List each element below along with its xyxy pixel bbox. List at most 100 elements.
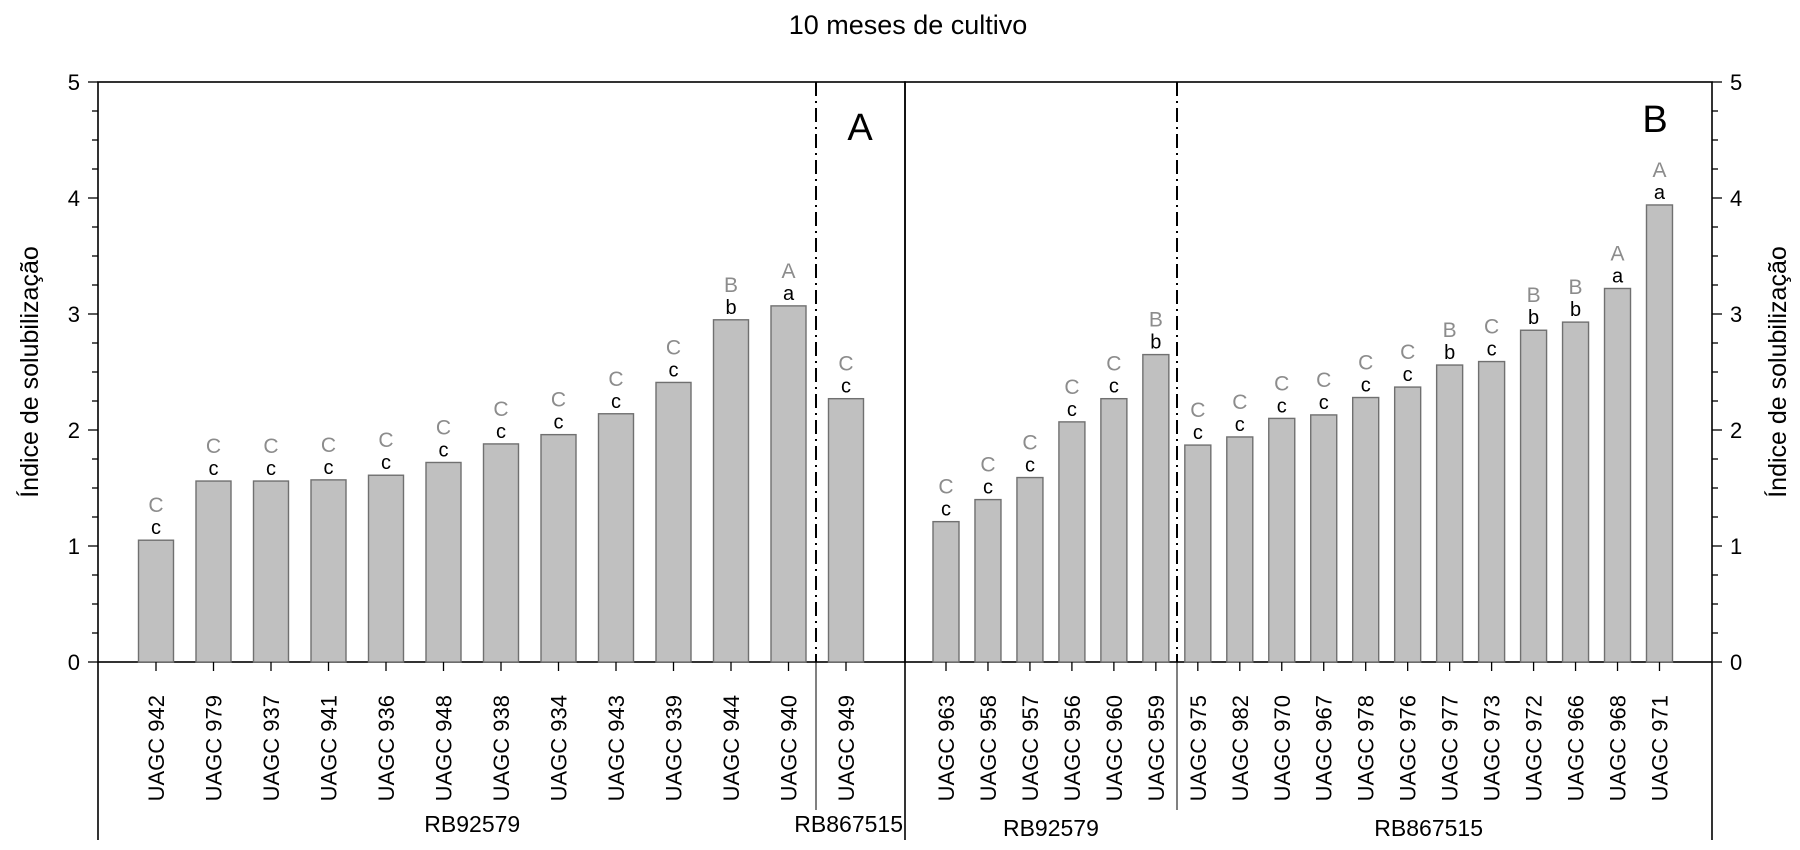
bar [1435,364,1464,663]
category-label: UAGC 938 [489,695,514,801]
category-label: UAGC 936 [374,695,399,801]
y-tick-label: 2 [68,418,80,443]
bar [932,520,960,663]
category-label: UAGC 958 [976,695,1001,801]
category-label: UAGC 960 [1102,695,1127,801]
bar [827,397,865,663]
bar [597,413,635,663]
letter-lower: c [941,499,951,521]
letter-upper: C [666,336,681,359]
letter-upper: A [781,260,795,283]
letter-lower: c [1235,414,1245,436]
bar [655,381,692,663]
category-label: UAGC 963 [934,695,959,801]
letter-lower: c [151,517,161,539]
bar [1142,353,1170,663]
letter-lower: c [324,457,334,479]
letter-lower: a [1654,182,1666,204]
panel-label: A [847,107,873,149]
bar [310,479,347,663]
letter-lower: b [1528,307,1539,329]
y-tick-label: 0 [1730,650,1742,675]
bar [1058,421,1086,663]
bar [1393,386,1422,663]
bar [1226,436,1254,663]
bar [540,433,577,663]
category-label: UAGC 937 [259,695,284,801]
y-tick-label: 2 [1730,418,1742,443]
letter-upper: C [980,454,995,477]
letter-upper: C [206,435,221,458]
letter-upper: C [1190,399,1205,422]
bar [1351,396,1380,663]
bar [1310,414,1338,663]
bar [367,474,405,663]
y-tick-label: 0 [68,650,80,675]
letter-upper: C [1064,376,1079,399]
group-label: RB92579 [424,811,520,837]
letter-lower: c [1403,364,1413,386]
letter-lower: c [496,421,506,443]
category-label: UAGC 972 [1522,695,1547,801]
bar [425,461,462,663]
category-label: UAGC 956 [1060,695,1085,801]
letter-lower: c [439,439,449,461]
letter-upper: A [1652,159,1666,182]
y-axis-label: Índice de solubilização [1763,246,1792,498]
category-label: UAGC 967 [1312,695,1337,801]
category-label: UAGC 949 [834,695,859,801]
category-label: UAGC 971 [1647,695,1672,801]
y-tick-label: 3 [1730,302,1742,327]
group-label: RB867515 [1374,815,1483,841]
category-label: UAGC 976 [1396,695,1421,801]
letter-upper: A [1611,242,1625,265]
category-label: UAGC 977 [1438,695,1463,801]
letter-upper: C [1106,353,1121,376]
category-label: UAGC 975 [1186,695,1211,801]
letter-lower: b [1444,342,1455,364]
letter-upper: C [1022,432,1037,455]
letter-upper: C [493,398,508,421]
letter-upper: B [724,274,738,297]
category-label: UAGC 966 [1564,695,1589,801]
group-label: RB867515 [794,811,903,837]
category-label: UAGC 979 [202,695,227,801]
category-label: UAGC 944 [719,695,744,801]
letter-lower: c [209,458,219,480]
y-tick-label: 4 [1730,186,1742,211]
letter-lower: b [1570,299,1581,321]
letter-lower: c [381,452,391,474]
letter-lower: c [1277,395,1287,417]
letter-lower: c [1025,455,1035,477]
letter-lower: a [783,283,795,305]
letter-lower: c [554,412,564,434]
category-label: UAGC 968 [1606,695,1631,801]
letter-lower: c [841,376,851,398]
bar [252,480,290,663]
bar [1100,397,1128,663]
letter-upper: C [148,494,163,517]
panel-label: B [1642,99,1667,141]
letter-upper: C [378,429,393,452]
bar [770,305,807,663]
letter-upper: B [1527,284,1541,307]
category-label: UAGC 982 [1228,695,1253,801]
letter-upper: C [1274,372,1289,395]
letter-lower: c [266,458,276,480]
letter-upper: C [608,368,623,391]
category-label: UAGC 939 [662,695,687,801]
letter-lower: c [1067,399,1077,421]
letter-upper: C [321,434,336,457]
letter-upper: B [1569,276,1583,299]
category-label: UAGC 941 [317,695,342,801]
bar [1477,360,1506,663]
letter-upper: C [838,353,853,376]
bar [1603,287,1632,663]
letter-upper: C [1358,352,1373,375]
letter-upper: C [551,389,566,412]
category-label: UAGC 940 [777,695,802,801]
letter-upper: C [1400,341,1415,364]
bar [712,319,750,663]
